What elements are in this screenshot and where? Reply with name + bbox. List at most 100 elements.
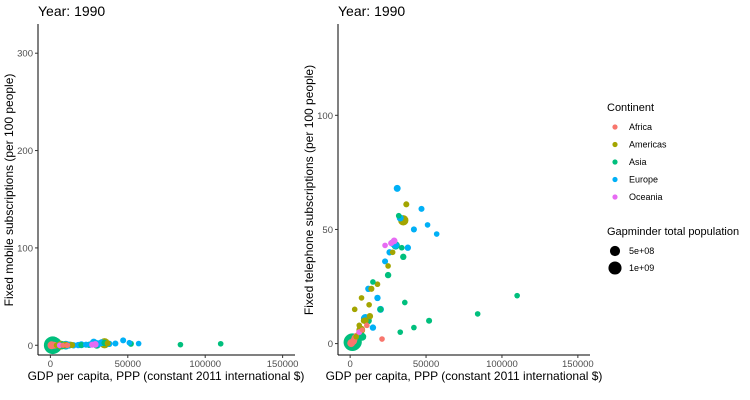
panel-title: Year: 1990 <box>338 3 405 19</box>
size-legend-items: 5e+08 1e+09 <box>608 245 654 275</box>
data-point-americas <box>385 263 391 269</box>
data-point-asia <box>384 271 392 279</box>
legend-key <box>612 176 618 183</box>
legend-items: Africa Americas Asia Europe Oceania <box>612 122 667 202</box>
data-point-asia <box>474 311 481 317</box>
x-tick-label: 150000 <box>267 359 299 370</box>
y-tick-label: 100 <box>317 111 333 122</box>
x-tick-label: 100000 <box>189 359 221 370</box>
data-point-asia <box>400 253 407 261</box>
x-tick-label: 50000 <box>413 359 439 370</box>
data-point-europe <box>382 258 389 265</box>
data-point-asia <box>411 324 417 331</box>
data-point-europe <box>393 184 401 192</box>
y-tick-label: 0 <box>328 339 333 350</box>
x-axis-label: GDP per capita, PPP (constant 2011 inter… <box>28 369 305 383</box>
data-point-europe <box>404 244 412 251</box>
data-point-europe <box>418 205 425 212</box>
legend-key <box>612 159 618 165</box>
legend-title: Continent <box>607 102 654 114</box>
x-tick-label: 50000 <box>115 359 141 370</box>
data-point-europe <box>112 340 119 347</box>
tick-layer: 0 50000 100000 150000 0 50 100 <box>317 111 594 370</box>
legend-label: Europe <box>629 175 658 185</box>
data-point-europe <box>410 226 417 233</box>
tick-layer: 0 50000 100000 150000 0 100 200 300 <box>17 49 298 370</box>
data-point-americas <box>69 342 76 349</box>
size-legend-label: 1e+09 <box>629 263 654 273</box>
x-tick-label: 100000 <box>486 359 518 370</box>
data-point-asia <box>370 279 376 285</box>
data-point-americas <box>353 333 360 340</box>
data-point-asia <box>377 306 384 313</box>
legend-label: Asia <box>629 157 647 167</box>
panel-telephone: Year: 1990 0 50000 100000 150000 0 50 100 GDP … <box>302 3 602 383</box>
data-point-africa <box>60 342 66 348</box>
x-tick-label: 150000 <box>562 359 594 370</box>
y-tick-label: 100 <box>17 243 33 254</box>
y-tick-label: 300 <box>17 49 33 60</box>
data-point-africa <box>359 327 365 333</box>
data-point-europe <box>369 324 377 331</box>
points-layer <box>343 184 520 352</box>
legend-label: Americas <box>629 140 667 150</box>
legend-key <box>612 124 618 130</box>
y-axis-label: Fixed mobile subscriptions (per 100 peop… <box>2 74 16 307</box>
legend-label: Oceania <box>629 192 663 202</box>
data-point-asia <box>78 341 85 349</box>
data-point-americas <box>368 285 375 292</box>
legend-key <box>612 194 618 200</box>
size-legend-key <box>608 261 622 275</box>
data-point-americas <box>374 281 381 288</box>
data-point-oceania <box>89 341 96 348</box>
y-tick-label: 50 <box>322 225 333 236</box>
legend-key <box>612 141 618 148</box>
data-point-europe <box>135 340 142 347</box>
data-point-americas <box>360 317 367 324</box>
data-point-europe <box>374 294 381 302</box>
data-point-americas <box>389 249 396 256</box>
size-legend-title: Gapminder total population <box>607 226 739 238</box>
size-legend-label: 5e+08 <box>629 246 654 256</box>
data-point-asia <box>514 292 520 299</box>
data-point-asia <box>397 329 404 335</box>
data-point-asia <box>217 340 224 347</box>
data-point-europe <box>120 337 127 344</box>
data-point-asia <box>426 317 433 324</box>
data-point-asia <box>398 244 405 251</box>
data-point-africa <box>49 342 56 349</box>
data-point-americas <box>403 201 410 208</box>
x-tick-label: 0 <box>347 359 352 370</box>
data-point-europe <box>424 222 431 228</box>
data-point-americas <box>104 340 111 347</box>
data-point-asia <box>395 212 402 219</box>
data-point-americas <box>351 306 358 313</box>
size-legend-key <box>609 245 621 257</box>
data-point-asia <box>177 341 184 348</box>
data-point-africa <box>364 322 370 329</box>
x-tick-label: 0 <box>48 359 53 370</box>
x-axis-label: GDP per capita, PPP (constant 2011 inter… <box>326 369 603 383</box>
data-point-europe <box>126 339 133 346</box>
y-tick-label: 0 <box>28 341 33 352</box>
data-point-americas <box>366 312 374 320</box>
data-point-americas <box>356 322 363 329</box>
data-point-asia <box>401 299 408 306</box>
data-point-africa <box>379 336 385 342</box>
data-point-oceania <box>382 242 388 249</box>
data-point-oceania <box>388 240 395 247</box>
panel-title: Year: 1990 <box>38 3 105 19</box>
panel-mobile: Year: 1990 0 50000 100000 1500000100200300 … <box>2 3 304 383</box>
legend: Continent Africa Americas Asia Europe Oceani… <box>607 102 739 275</box>
legend-label: Africa <box>629 122 652 132</box>
y-tick-label: 200 <box>17 146 33 157</box>
data-point-africa <box>349 339 355 346</box>
data-point-europe <box>433 231 440 237</box>
data-point-africa <box>64 342 71 349</box>
points-layer <box>43 336 224 355</box>
data-point-americas <box>358 295 365 301</box>
data-point-americas <box>366 301 372 308</box>
data-point-europe <box>82 341 90 348</box>
y-axis-label: Fixed telephone subscriptions (per 100 p… <box>302 65 316 315</box>
